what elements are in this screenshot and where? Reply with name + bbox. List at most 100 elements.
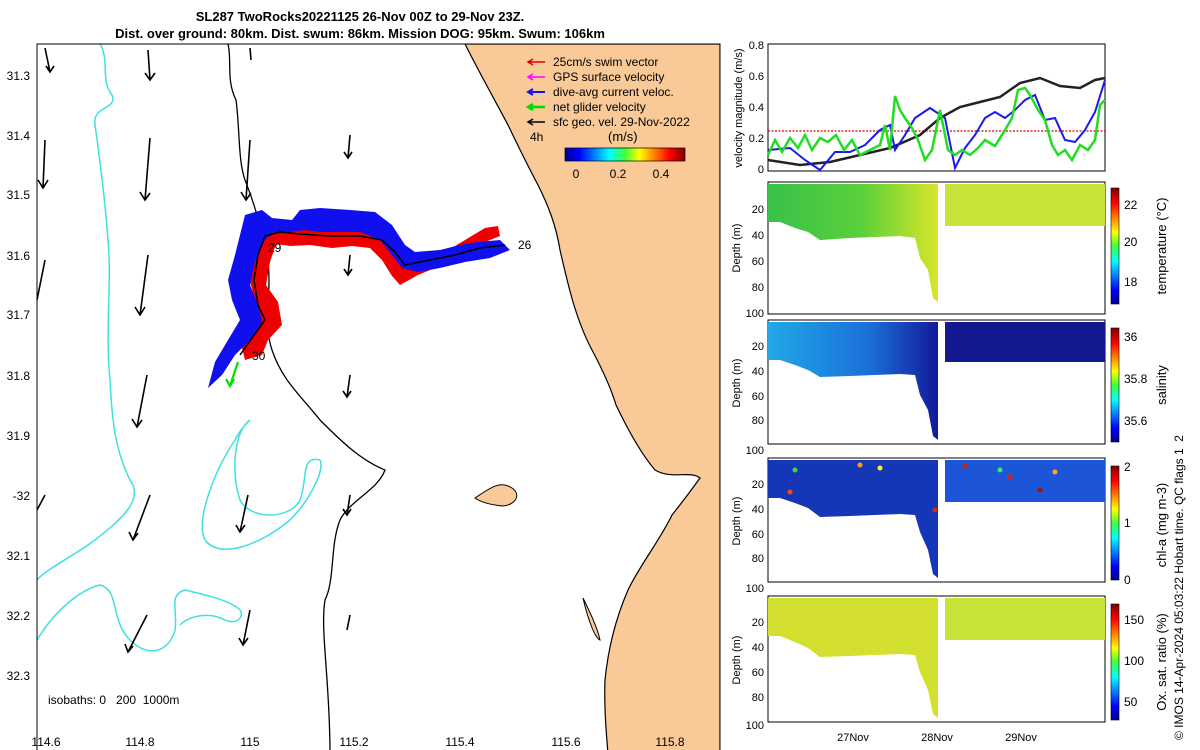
land-area: [464, 44, 720, 750]
velocity-y-ticks: 0 0.2 0.4 0.6 0.8: [749, 40, 764, 176]
chla-panel: 0 1 2 chl-a (mg m-3): [767, 457, 1169, 587]
chla-field: [768, 460, 938, 578]
salinity-panel: 35.6 35.8 36 salinity: [767, 319, 1169, 445]
vel-tick: 0.2: [749, 133, 764, 145]
lat-tick: -32: [13, 489, 31, 503]
current-arrows: [37, 47, 353, 654]
vel-tick: 0: [758, 164, 764, 176]
isobaths-note: isobaths: 0 200 1000m: [48, 693, 179, 707]
lat-tick: 31.4: [7, 129, 31, 143]
chla-spots: [787, 462, 1058, 513]
chl-cbar-tick: 0: [1124, 573, 1131, 587]
map-lon-axis: 114.6 114.8 115 115.2 115.4 115.6 115.8: [31, 735, 684, 749]
legend-item-current: dive-avg current veloc.: [526, 85, 674, 99]
colorbar-tick: 0.4: [653, 167, 670, 181]
ox-cbar-tick: 50: [1124, 695, 1138, 709]
speed-colorbar: [564, 147, 686, 162]
lon-tick: 115: [240, 735, 259, 749]
lon-tick: 115.8: [655, 735, 684, 749]
temperature-cbar-label: temperature (°C): [1154, 198, 1169, 295]
vel-tick: 0.4: [749, 102, 764, 114]
lat-tick: 32.1: [7, 549, 31, 563]
sal-cbar-tick: 35.6: [1124, 414, 1148, 428]
depth-label: Depth (m): [731, 497, 743, 546]
net-velocity-arrow: [225, 361, 240, 389]
depth-tick: 20: [752, 617, 764, 629]
map-frame: [36, 43, 721, 750]
legend-label: GPS surface velocity: [553, 70, 664, 84]
lon-tick: 115.6: [551, 735, 580, 749]
chla-field-right: [945, 460, 1105, 502]
depth-tick: 100: [746, 583, 764, 595]
depth-tick: 80: [752, 553, 764, 565]
legend-time-label: 4h: [530, 130, 543, 144]
lat-tick: 31.8: [7, 369, 31, 383]
depth-tick: 80: [752, 692, 764, 704]
vel-tick: 0.8: [749, 40, 764, 52]
salinity-cbar-label: salinity: [1154, 365, 1169, 405]
lat-tick: 31.7: [7, 308, 31, 322]
lat-tick: 31.6: [7, 249, 31, 263]
arrow-left-icon: [526, 58, 545, 66]
chl-cbar-tick: 1: [1124, 516, 1131, 530]
map-panel: 26 29 30 isobaths: 0 200 1000m 31.3 31.4…: [7, 43, 721, 750]
depth-tick: 100: [746, 445, 764, 457]
legend-label: sfc geo. vel. 29-Nov-2022: [553, 115, 690, 129]
depth-tick: 60: [752, 529, 764, 541]
day-label-29: 29: [268, 241, 282, 255]
colorbar-tick: 0.2: [610, 167, 627, 181]
depth-label: Depth (m): [731, 359, 743, 408]
isobath-1000m: [201, 419, 322, 550]
day-label-26: 26: [518, 238, 532, 252]
temperature-cbar: [1110, 187, 1120, 305]
legend-label: net glider velocity: [553, 100, 646, 114]
salinity-field: [768, 322, 938, 440]
island-small: [582, 597, 601, 641]
sal-cbar-tick: 35.8: [1124, 372, 1148, 386]
colorbar-unit: (m/s): [608, 129, 638, 144]
velocity-ylabel: velocity magnitude (m/s): [733, 48, 745, 167]
plot-title-line-2: Dist. over ground: 80km. Dist. swum: 86k…: [115, 26, 605, 41]
temp-cbar-tick: 22: [1124, 198, 1138, 212]
legend-item-swim: 25cm/s swim vector: [526, 55, 658, 69]
arrow-left-icon: [526, 73, 545, 81]
depth-tick: 40: [752, 504, 764, 516]
sal-cbar-tick: 36: [1124, 330, 1138, 344]
geo-velocity-line: [767, 76, 1106, 167]
depth-tick: 80: [752, 415, 764, 427]
vel-tick: 0.6: [749, 71, 764, 83]
net-velocity-line: [766, 86, 1106, 163]
time-axis: 27Nov 28Nov 29Nov: [837, 732, 1037, 744]
lon-tick: 114.8: [125, 735, 154, 749]
arrow-left-icon: [525, 102, 545, 112]
depth-tick: 20: [752, 204, 764, 216]
depth-tick: 20: [752, 341, 764, 353]
depth-tick: 100: [746, 308, 764, 320]
current-velocity-swath: [208, 208, 510, 388]
legend-item-geo: sfc geo. vel. 29-Nov-2022: [526, 115, 690, 129]
velocity-timeseries: 0 0.2 0.4 0.6 0.8 velocity magnitude (m/…: [733, 40, 1106, 176]
day-label-30: 30: [252, 349, 266, 363]
depth-ticks: 20 40 60 80 100 20 40 60 80 100 20 40 60…: [746, 204, 764, 732]
temperature-field-right: [945, 184, 1105, 226]
oxygen-field: [768, 598, 938, 718]
time-tick: 27Nov: [837, 732, 869, 744]
temperature-panel: 18 20 22 temperature (°C): [767, 181, 1169, 315]
dive-avg-velocity-line: [767, 79, 1106, 172]
chla-cbar-label: chl-a (mg m-3): [1154, 483, 1169, 568]
depth-tick: 60: [752, 256, 764, 268]
depth-label: Depth (m): [731, 636, 743, 685]
oxygen-field-right: [945, 598, 1105, 640]
temp-cbar-tick: 20: [1124, 235, 1138, 249]
oxygen-panel: 50 100 150 Ox. sat. ratio (%): [767, 595, 1169, 723]
salinity-cbar: [1110, 327, 1120, 443]
colorbar-tick: 0: [573, 167, 580, 181]
depth-tick: 80: [752, 282, 764, 294]
legend-label: 25cm/s swim vector: [553, 55, 658, 69]
isobath-200m: [37, 44, 136, 581]
lat-tick: 31.9: [7, 429, 31, 443]
depth-tick: 40: [752, 642, 764, 654]
chl-cbar-tick: 2: [1124, 460, 1131, 474]
ox-cbar-tick: 150: [1124, 613, 1144, 627]
